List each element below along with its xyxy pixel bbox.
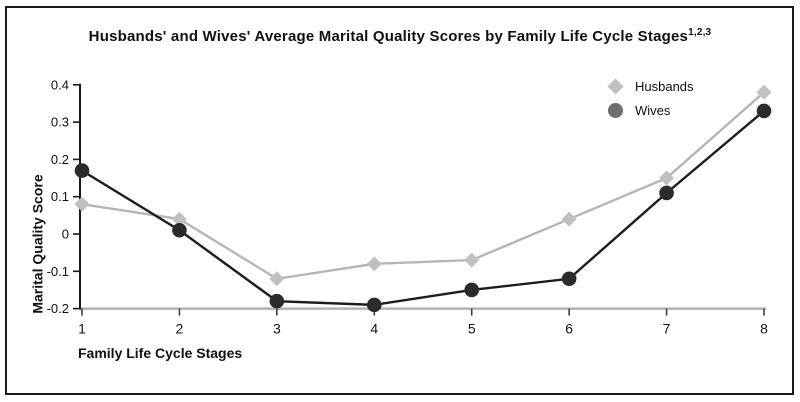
data-point-wives-2 bbox=[172, 222, 187, 238]
data-point-wives-4 bbox=[366, 297, 382, 313]
y-tick-label: 0 bbox=[62, 227, 69, 242]
figure-border bbox=[5, 6, 794, 395]
y-tick-label: 0.4 bbox=[51, 77, 69, 92]
x-tick-label: 4 bbox=[370, 321, 378, 337]
y-tick-label: -0.1 bbox=[47, 264, 69, 279]
data-point-wives-5 bbox=[464, 282, 480, 298]
x-tick-label: 8 bbox=[760, 321, 768, 337]
legend-item-wives: Wives bbox=[606, 101, 694, 120]
legend-label-husbands: Husbands bbox=[635, 79, 694, 94]
circle-icon bbox=[608, 103, 623, 118]
y-axis-title: Marital Quality Score bbox=[29, 174, 46, 314]
data-point-wives-8 bbox=[756, 103, 772, 119]
chart-title-superscript: 1,2,3 bbox=[688, 27, 712, 38]
chart-title: Husbands' and Wives' Average Marital Qua… bbox=[0, 27, 800, 45]
data-point-husbands-2 bbox=[171, 211, 187, 227]
data-point-wives-1 bbox=[74, 163, 90, 178]
data-point-husbands-1 bbox=[74, 196, 90, 212]
legend-label-wives: Wives bbox=[635, 103, 671, 118]
y-tick-label: 0.1 bbox=[51, 189, 69, 204]
data-point-wives-3 bbox=[269, 293, 285, 309]
data-point-husbands-3 bbox=[269, 271, 285, 287]
data-point-wives-7 bbox=[659, 185, 674, 201]
data-point-husbands-4 bbox=[366, 256, 382, 272]
data-point-husbands-6 bbox=[561, 211, 577, 227]
diamond-icon bbox=[607, 78, 624, 95]
x-tick-label: 7 bbox=[663, 321, 671, 337]
legend: Husbands Wives bbox=[606, 77, 694, 120]
x-tick-label: 6 bbox=[565, 321, 573, 337]
x-tick-label: 5 bbox=[468, 321, 476, 337]
x-tick-label: 2 bbox=[176, 321, 184, 337]
data-point-husbands-7 bbox=[659, 170, 675, 186]
y-tick-label: -0.2 bbox=[47, 301, 69, 316]
series-line-wives bbox=[81, 109, 765, 307]
x-axis-title: Family Life Cycle Stages bbox=[78, 345, 243, 361]
data-point-wives-6 bbox=[561, 271, 577, 287]
series-line-husbands bbox=[81, 91, 765, 281]
data-point-husbands-8 bbox=[756, 84, 772, 100]
y-tick-label: 0.2 bbox=[51, 152, 69, 167]
legend-item-husbands: Husbands bbox=[606, 77, 694, 96]
data-point-husbands-5 bbox=[464, 252, 480, 268]
x-tick-label: 1 bbox=[78, 321, 86, 337]
chart-title-text: Husbands' and Wives' Average Marital Qua… bbox=[88, 28, 689, 45]
x-tick-label: 3 bbox=[273, 321, 281, 337]
y-tick-label: 0.3 bbox=[51, 115, 69, 130]
